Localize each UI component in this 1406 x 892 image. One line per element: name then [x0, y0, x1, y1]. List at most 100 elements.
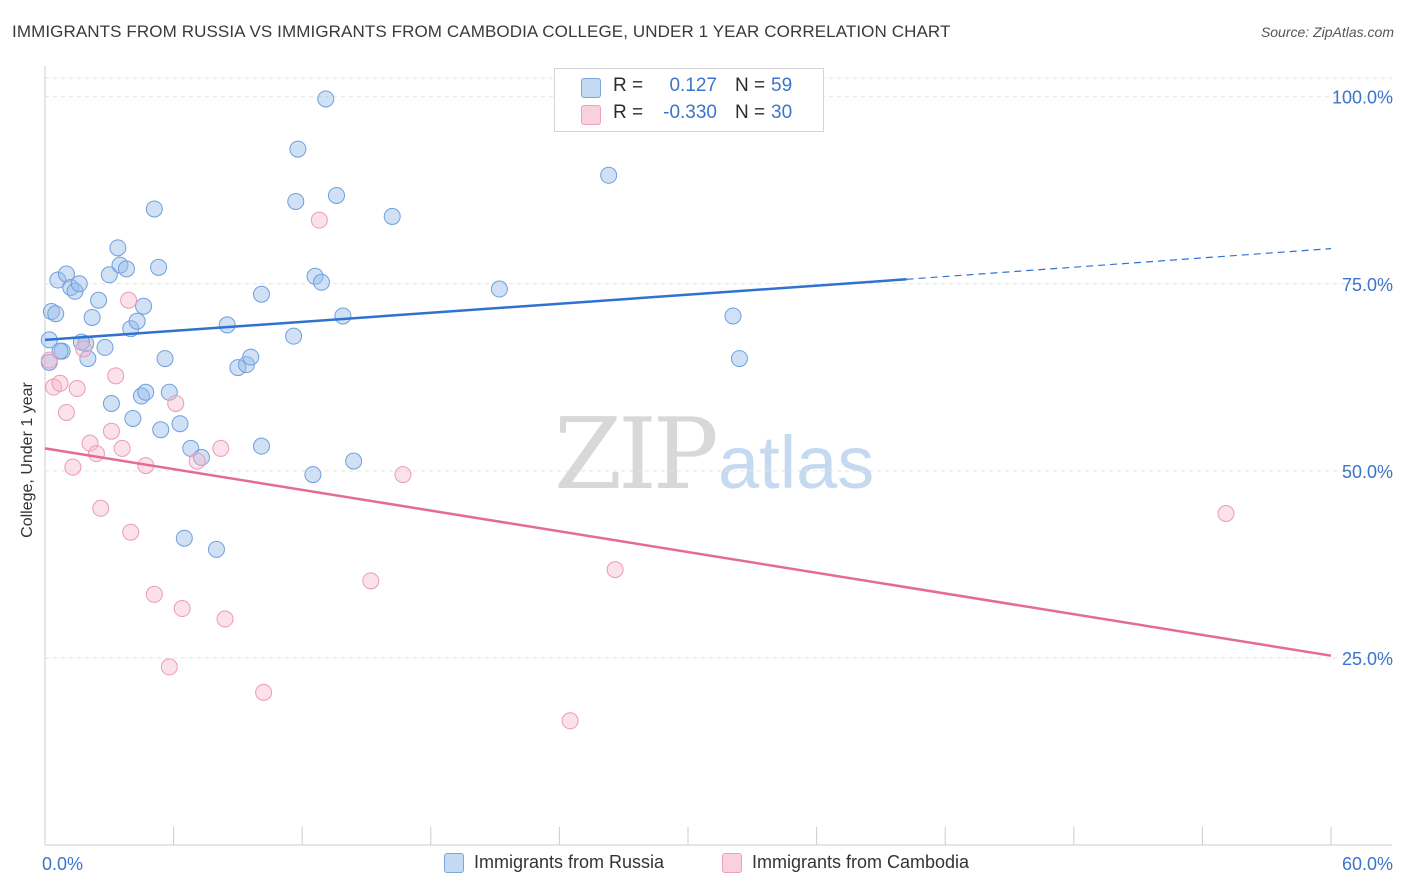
russia-point: [49, 271, 67, 289]
legend-cambodia-n-value: 30: [771, 102, 793, 123]
russia-trendline: [44, 278, 907, 342]
russia-point: [312, 273, 330, 291]
x-tick-label-max: 60.0%: [1342, 854, 1393, 874]
russia-point: [145, 200, 163, 218]
cambodia-point: [102, 422, 120, 440]
russia-point: [90, 291, 108, 309]
cambodia-point: [216, 610, 234, 628]
russia-point: [383, 207, 401, 225]
cambodia-point: [107, 367, 125, 385]
russia-point: [150, 258, 168, 276]
russia-point: [79, 350, 97, 368]
cambodia-point: [75, 340, 93, 358]
russia-point: [207, 540, 225, 558]
russia-point: [175, 529, 193, 547]
russia-point: [109, 239, 127, 257]
cambodia-point: [122, 523, 140, 541]
y-tick-label: 100.0%: [1332, 88, 1393, 108]
russia-point: [70, 275, 88, 293]
russia-point: [124, 409, 142, 427]
russia-point: [102, 395, 120, 413]
legend-russia-r-value: 0.127: [669, 75, 717, 96]
cambodia-point: [255, 683, 273, 701]
russia-point: [287, 192, 305, 210]
cambodia-point: [1217, 505, 1235, 523]
russia-trendline-extension: [906, 248, 1332, 280]
russia-point: [252, 437, 270, 455]
russia-point: [345, 452, 363, 470]
legend-swatch-cambodia: [581, 105, 601, 125]
cambodia-point: [92, 499, 110, 517]
russia-point: [730, 350, 748, 368]
cambodia-point: [40, 351, 58, 369]
russia-point: [135, 297, 153, 315]
bottom-legend-label-cambodia: Immigrants from Cambodia: [752, 852, 970, 872]
russia-point: [304, 466, 322, 484]
russia-point: [96, 338, 114, 356]
bottom-legend-swatch-cambodia: [722, 853, 742, 873]
russia-point: [83, 308, 101, 326]
cambodia-point: [113, 439, 131, 457]
cambodia-point: [68, 380, 86, 398]
legend-russia-n-value: 59: [771, 75, 793, 96]
cambodia-point: [394, 466, 412, 484]
cambodia-point: [87, 445, 105, 463]
legend-cambodia-n-label: N =: [735, 102, 766, 123]
y-tick-label: 50.0%: [1342, 462, 1393, 482]
cambodia-point: [310, 211, 328, 229]
russia-point: [152, 421, 170, 439]
bottom-legend-label-russia: Immigrants from Russia: [474, 852, 665, 872]
legend-cambodia-r-label: R =: [613, 102, 644, 123]
russia-point: [334, 307, 352, 325]
chart-title: IMMIGRANTS FROM RUSSIA VS IMMIGRANTS FRO…: [12, 22, 951, 41]
cambodia-point: [362, 572, 380, 590]
russia-point: [137, 383, 155, 401]
russia-point: [252, 285, 270, 303]
russia-point: [724, 307, 742, 325]
chart-source: Source: ZipAtlas.com: [1260, 24, 1394, 40]
cambodia-point: [145, 585, 163, 603]
russia-point: [327, 186, 345, 204]
watermark-zip: ZIP: [554, 398, 719, 512]
cambodia-point: [57, 403, 75, 421]
russia-point: [600, 166, 618, 184]
russia-point: [47, 305, 65, 323]
correlation-legend: R = 0.127 N = 59 R = -0.330 N = 30: [554, 68, 824, 132]
russia-point: [156, 350, 174, 368]
russia-point: [128, 312, 146, 330]
russia-point: [117, 260, 135, 278]
russia-point: [242, 348, 260, 366]
russia-point: [100, 266, 118, 284]
cambodia-point: [606, 561, 624, 579]
legend-row-russia: R = 0.127 N = 59: [555, 75, 823, 103]
y-tick-label: 75.0%: [1342, 275, 1393, 295]
russia-point: [218, 316, 236, 334]
cambodia-point: [212, 439, 230, 457]
russia-point: [317, 90, 335, 108]
cambodia-trendline: [44, 447, 1332, 657]
russia-point: [289, 140, 307, 158]
cambodia-point: [120, 291, 138, 309]
legend-row-cambodia: R = -0.330 N = 30: [555, 102, 823, 130]
cambodia-point: [51, 374, 69, 392]
x-tick-label-min: 0.0%: [42, 854, 83, 874]
cambodia-point: [188, 452, 206, 470]
cambodia-point: [160, 658, 178, 676]
russia-point: [490, 280, 508, 298]
cambodia-point: [167, 395, 185, 413]
legend-cambodia-r-value: -0.330: [663, 102, 717, 123]
russia-point: [171, 415, 189, 433]
legend-russia-r-label: R =: [613, 75, 644, 96]
legend-russia-n-label: N =: [735, 75, 766, 96]
cambodia-point: [561, 712, 579, 730]
legend-swatch-russia: [581, 78, 601, 98]
cambodia-point: [173, 600, 191, 618]
cambodia-point: [64, 458, 82, 476]
russia-point: [285, 327, 303, 345]
russia-point: [306, 267, 324, 285]
cambodia-point: [81, 434, 99, 452]
y-axis-label: College, Under 1 year: [19, 382, 36, 538]
watermark-atlas: atlas: [718, 421, 875, 504]
y-tick-label: 25.0%: [1342, 649, 1393, 669]
